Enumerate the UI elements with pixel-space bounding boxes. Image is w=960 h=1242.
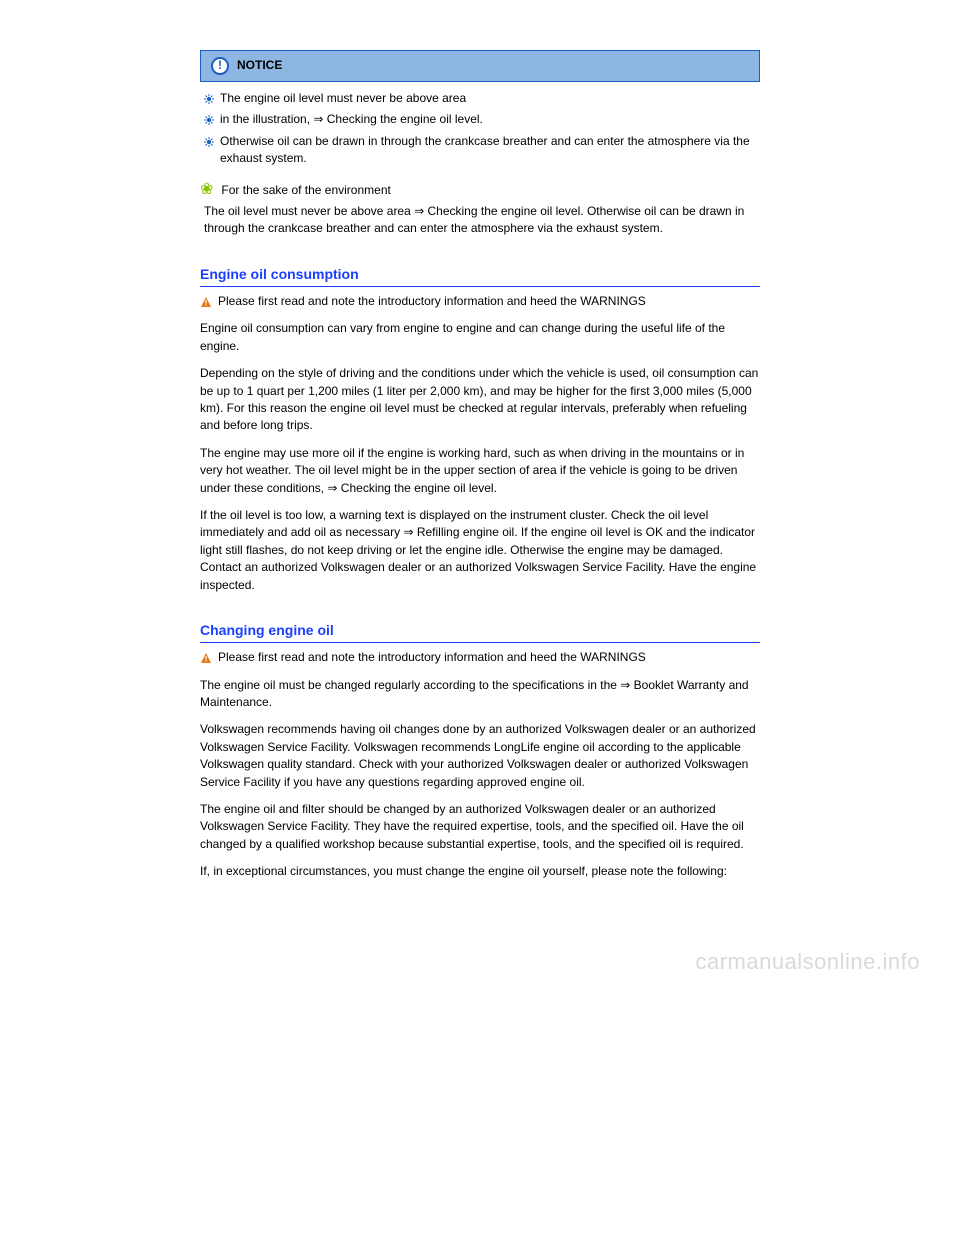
notice-icon: ! — [211, 57, 229, 75]
section-body: Engine oil consumption can vary from eng… — [200, 320, 760, 593]
section-header: Changing engine oil — [200, 620, 760, 643]
sun-icon — [204, 115, 214, 125]
sun-icon — [204, 137, 214, 147]
paragraph: The engine oil must be changed regularly… — [200, 677, 760, 712]
notice-label: NOTICE — [237, 57, 282, 74]
warning-text: Please first read and note the introduct… — [218, 293, 646, 310]
environment-header: ❀ For the sake of the environment — [200, 182, 760, 199]
paragraph: If the oil level is too low, a warning t… — [200, 507, 760, 594]
warning-triangle-icon — [200, 296, 212, 308]
bullet-text: in the illustration, ⇒ Checking the engi… — [220, 111, 483, 128]
section-body: The engine oil must be changed regularly… — [200, 677, 760, 881]
manual-page: ! NOTICE The engine oil level must never… — [0, 0, 960, 926]
paragraph: The engine oil and filter should be chan… — [200, 801, 760, 853]
bullet-text: The engine oil level must never be above… — [220, 90, 466, 107]
bullet-item: in the illustration, ⇒ Checking the engi… — [204, 111, 760, 128]
environment-note: ❀ For the sake of the environment The oi… — [200, 182, 760, 238]
flower-icon: ❀ — [200, 182, 213, 198]
paragraph: Depending on the style of driving and th… — [200, 365, 760, 435]
watermark: carmanualsonline.info — [0, 926, 960, 1008]
paragraph: The engine may use more oil if the engin… — [200, 445, 760, 497]
warning-line: Please first read and note the introduct… — [200, 649, 760, 666]
paragraph: Volkswagen recommends having oil changes… — [200, 721, 760, 791]
environment-intro: For the sake of the environment — [221, 182, 390, 199]
environment-text: The oil level must never be above area ⇒… — [200, 203, 760, 238]
warning-line: Please first read and note the introduct… — [200, 293, 760, 310]
bullet-text: Otherwise oil can be drawn in through th… — [220, 133, 760, 168]
paragraph: Engine oil consumption can vary from eng… — [200, 320, 760, 355]
notice-bullets: The engine oil level must never be above… — [200, 90, 760, 168]
section-changing: Changing engine oil Please first read an… — [200, 620, 760, 881]
section-header: Engine oil consumption — [200, 264, 760, 287]
sun-icon — [204, 94, 214, 104]
paragraph: If, in exceptional circumstances, you mu… — [200, 863, 760, 880]
bullet-item: The engine oil level must never be above… — [204, 90, 760, 107]
warning-triangle-icon — [200, 652, 212, 664]
section-consumption: Engine oil consumption Please first read… — [200, 264, 760, 594]
bullet-item: Otherwise oil can be drawn in through th… — [204, 133, 760, 168]
notice-box: ! NOTICE — [200, 50, 760, 82]
warning-text: Please first read and note the introduct… — [218, 649, 646, 666]
